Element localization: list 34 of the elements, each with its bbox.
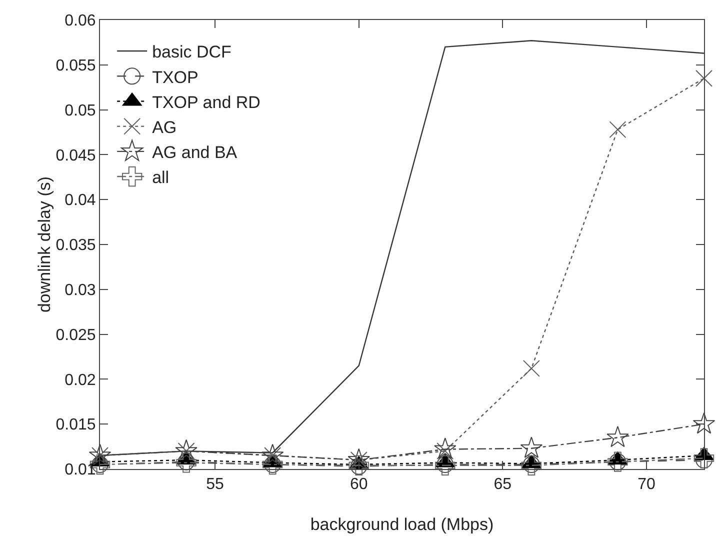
legend-label: AG [152,118,177,137]
legend-label: all [152,168,170,188]
y-tick-label: 0.05 [64,102,96,120]
y-tick-label: 0.035 [56,237,96,254]
y-tick-label: 0.04 [64,192,96,210]
x-tick-label: 60 [350,476,368,494]
point [520,436,543,458]
point [348,448,370,470]
point [522,360,540,377]
point [692,412,716,434]
x-tick-label: 70 [638,476,656,494]
y-tick-label: 0.025 [56,326,96,344]
point [434,438,456,459]
y-tick-label: 0.03 [64,282,96,299]
y-tick-label: 0.015 [56,416,96,434]
x-axis-title: background load (Mbps) [310,515,494,534]
y-tick-label: 0.055 [56,58,96,74]
point [261,444,284,466]
legend-label: AG and BA [152,143,238,162]
point [175,439,198,461]
point [696,70,712,87]
point [606,426,629,448]
legend-label: TXOP and RD [152,92,260,112]
x-tick-label: 65 [494,476,512,494]
legend-label: TXOP [152,68,198,87]
y-axis-title: downlink delay (s) [34,176,54,313]
legend-label: basic DCF [152,42,232,62]
x-tick-label: 55 [206,476,224,494]
y-tick-label: 0.06 [64,12,96,30]
y-tick-label: 0.02 [64,372,96,389]
y-tick-label: 0.045 [56,147,96,164]
point [609,121,626,138]
y-tick-label: 0.01 [64,462,96,479]
point [694,448,714,468]
